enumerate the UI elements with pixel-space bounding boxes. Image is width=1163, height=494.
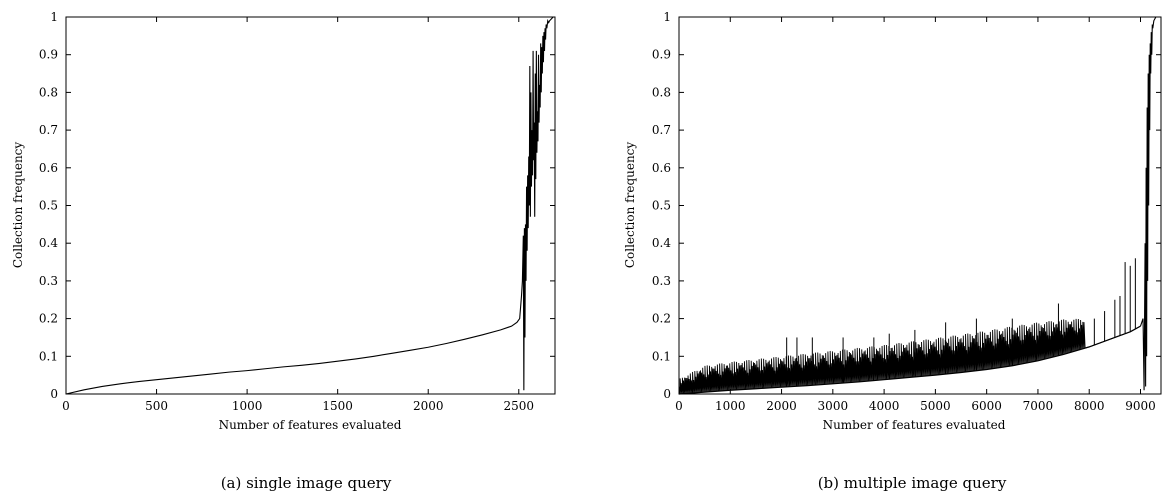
- x-tick-label-b: 2000: [766, 399, 797, 413]
- y-tick-label-a: 0: [50, 387, 58, 401]
- panel-a: Collection frequency Number of features …: [11, 10, 556, 492]
- y-tick-label-a: 0.1: [39, 349, 58, 363]
- x-tick-label-b: 4000: [869, 399, 900, 413]
- y-tick-label-b: 0.6: [652, 161, 671, 175]
- x-tick-label-b: 1000: [715, 399, 746, 413]
- y-tick-label-b: 0.5: [652, 199, 671, 213]
- x-tick-label-a: 1000: [232, 399, 263, 413]
- x-tick-label-a: 2500: [504, 399, 535, 413]
- y-tick-label-b: 0.2: [652, 312, 671, 326]
- y-tick-label-a: 0.4: [39, 236, 58, 250]
- y-tick-label-a: 1: [50, 10, 58, 24]
- ylabel-a: Collection frequency: [11, 142, 25, 269]
- y-tick-label-b: 1: [663, 10, 671, 24]
- x-tick-label-b: 7000: [1023, 399, 1054, 413]
- y-tick-label-a: 0.5: [39, 199, 58, 213]
- y-tick-label-b: 0.4: [652, 236, 671, 250]
- x-tick-label-b: 8000: [1074, 399, 1105, 413]
- series-baseline-b: [678, 325, 1141, 395]
- y-tick-label-b: 0.7: [652, 123, 671, 137]
- x-tick-label-a: 2000: [413, 399, 444, 413]
- xlabel-b: Number of features evaluated: [823, 418, 1006, 432]
- x-tick-label-b: 0: [675, 399, 683, 413]
- panel-b: Collection frequency Number of features …: [623, 10, 1162, 492]
- series-line-a: [65, 16, 555, 395]
- y-tick-label-a: 0.7: [39, 123, 58, 137]
- x-tick-label-a: 1500: [322, 399, 353, 413]
- y-tick-label-a: 0.2: [39, 312, 58, 326]
- y-tick-label-b: 0: [663, 387, 671, 401]
- y-tick-label-a: 0.9: [39, 48, 58, 62]
- y-tick-label-b: 0.3: [652, 274, 671, 288]
- y-tick-label-b: 0.8: [652, 85, 671, 99]
- y-tick-label-a: 0.6: [39, 161, 58, 175]
- x-tick-label-b: 9000: [1125, 399, 1156, 413]
- y-tick-label-a: 0.8: [39, 85, 58, 99]
- series-band-b: [678, 318, 1141, 394]
- series-tail-b: [1139, 16, 1157, 391]
- y-tick-label-b: 0.1: [652, 349, 671, 363]
- x-tick-label-a: 500: [145, 399, 168, 413]
- plot-frame-b: [678, 16, 1162, 395]
- x-tick-label-b: 5000: [920, 399, 951, 413]
- x-tick-label-b: 3000: [818, 399, 849, 413]
- plot-frame-a: [65, 16, 556, 395]
- x-tick-label-a: 0: [62, 399, 70, 413]
- x-tick-label-b: 6000: [971, 399, 1002, 413]
- ylabel-b: Collection frequency: [623, 142, 637, 269]
- caption-a: (a) single image query: [221, 474, 392, 492]
- xlabel-a: Number of features evaluated: [219, 418, 402, 432]
- caption-b: (b) multiple image query: [818, 474, 1007, 492]
- y-tick-label-a: 0.3: [39, 274, 58, 288]
- y-tick-label-b: 0.9: [652, 48, 671, 62]
